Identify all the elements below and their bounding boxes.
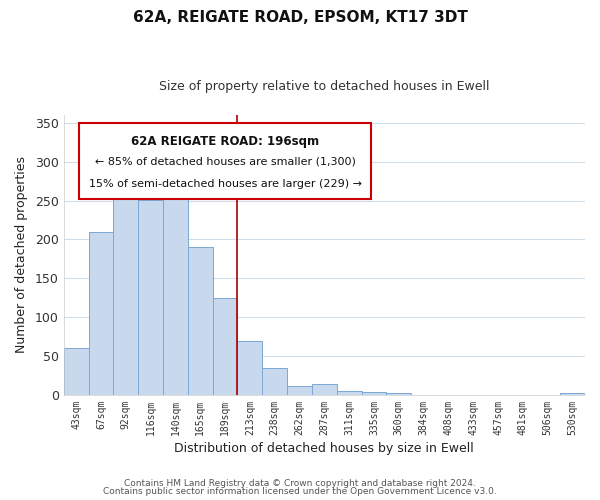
Bar xyxy=(212,298,238,395)
X-axis label: Distribution of detached houses by size in Ewell: Distribution of detached houses by size … xyxy=(175,442,474,455)
Text: 15% of semi-detached houses are larger (229) →: 15% of semi-detached houses are larger (… xyxy=(89,180,362,190)
Text: 62A, REIGATE ROAD, EPSOM, KT17 3DT: 62A, REIGATE ROAD, EPSOM, KT17 3DT xyxy=(133,10,467,25)
Text: 62A REIGATE ROAD: 196sqm: 62A REIGATE ROAD: 196sqm xyxy=(131,134,319,147)
Bar xyxy=(238,340,262,395)
Bar xyxy=(188,247,212,395)
Y-axis label: Number of detached properties: Number of detached properties xyxy=(15,156,28,354)
Bar xyxy=(386,392,411,395)
Bar xyxy=(163,184,188,395)
Bar xyxy=(262,368,287,395)
Bar xyxy=(560,394,585,395)
Bar xyxy=(64,348,89,395)
FancyBboxPatch shape xyxy=(79,124,371,199)
Bar xyxy=(89,232,113,395)
Bar xyxy=(362,392,386,395)
Title: Size of property relative to detached houses in Ewell: Size of property relative to detached ho… xyxy=(159,80,490,93)
Bar xyxy=(113,175,138,395)
Bar xyxy=(337,391,362,395)
Text: Contains HM Land Registry data © Crown copyright and database right 2024.: Contains HM Land Registry data © Crown c… xyxy=(124,478,476,488)
Bar xyxy=(138,200,163,395)
Text: ← 85% of detached houses are smaller (1,300): ← 85% of detached houses are smaller (1,… xyxy=(95,157,356,167)
Bar xyxy=(287,386,312,395)
Text: Contains public sector information licensed under the Open Government Licence v3: Contains public sector information licen… xyxy=(103,487,497,496)
Bar xyxy=(312,384,337,395)
